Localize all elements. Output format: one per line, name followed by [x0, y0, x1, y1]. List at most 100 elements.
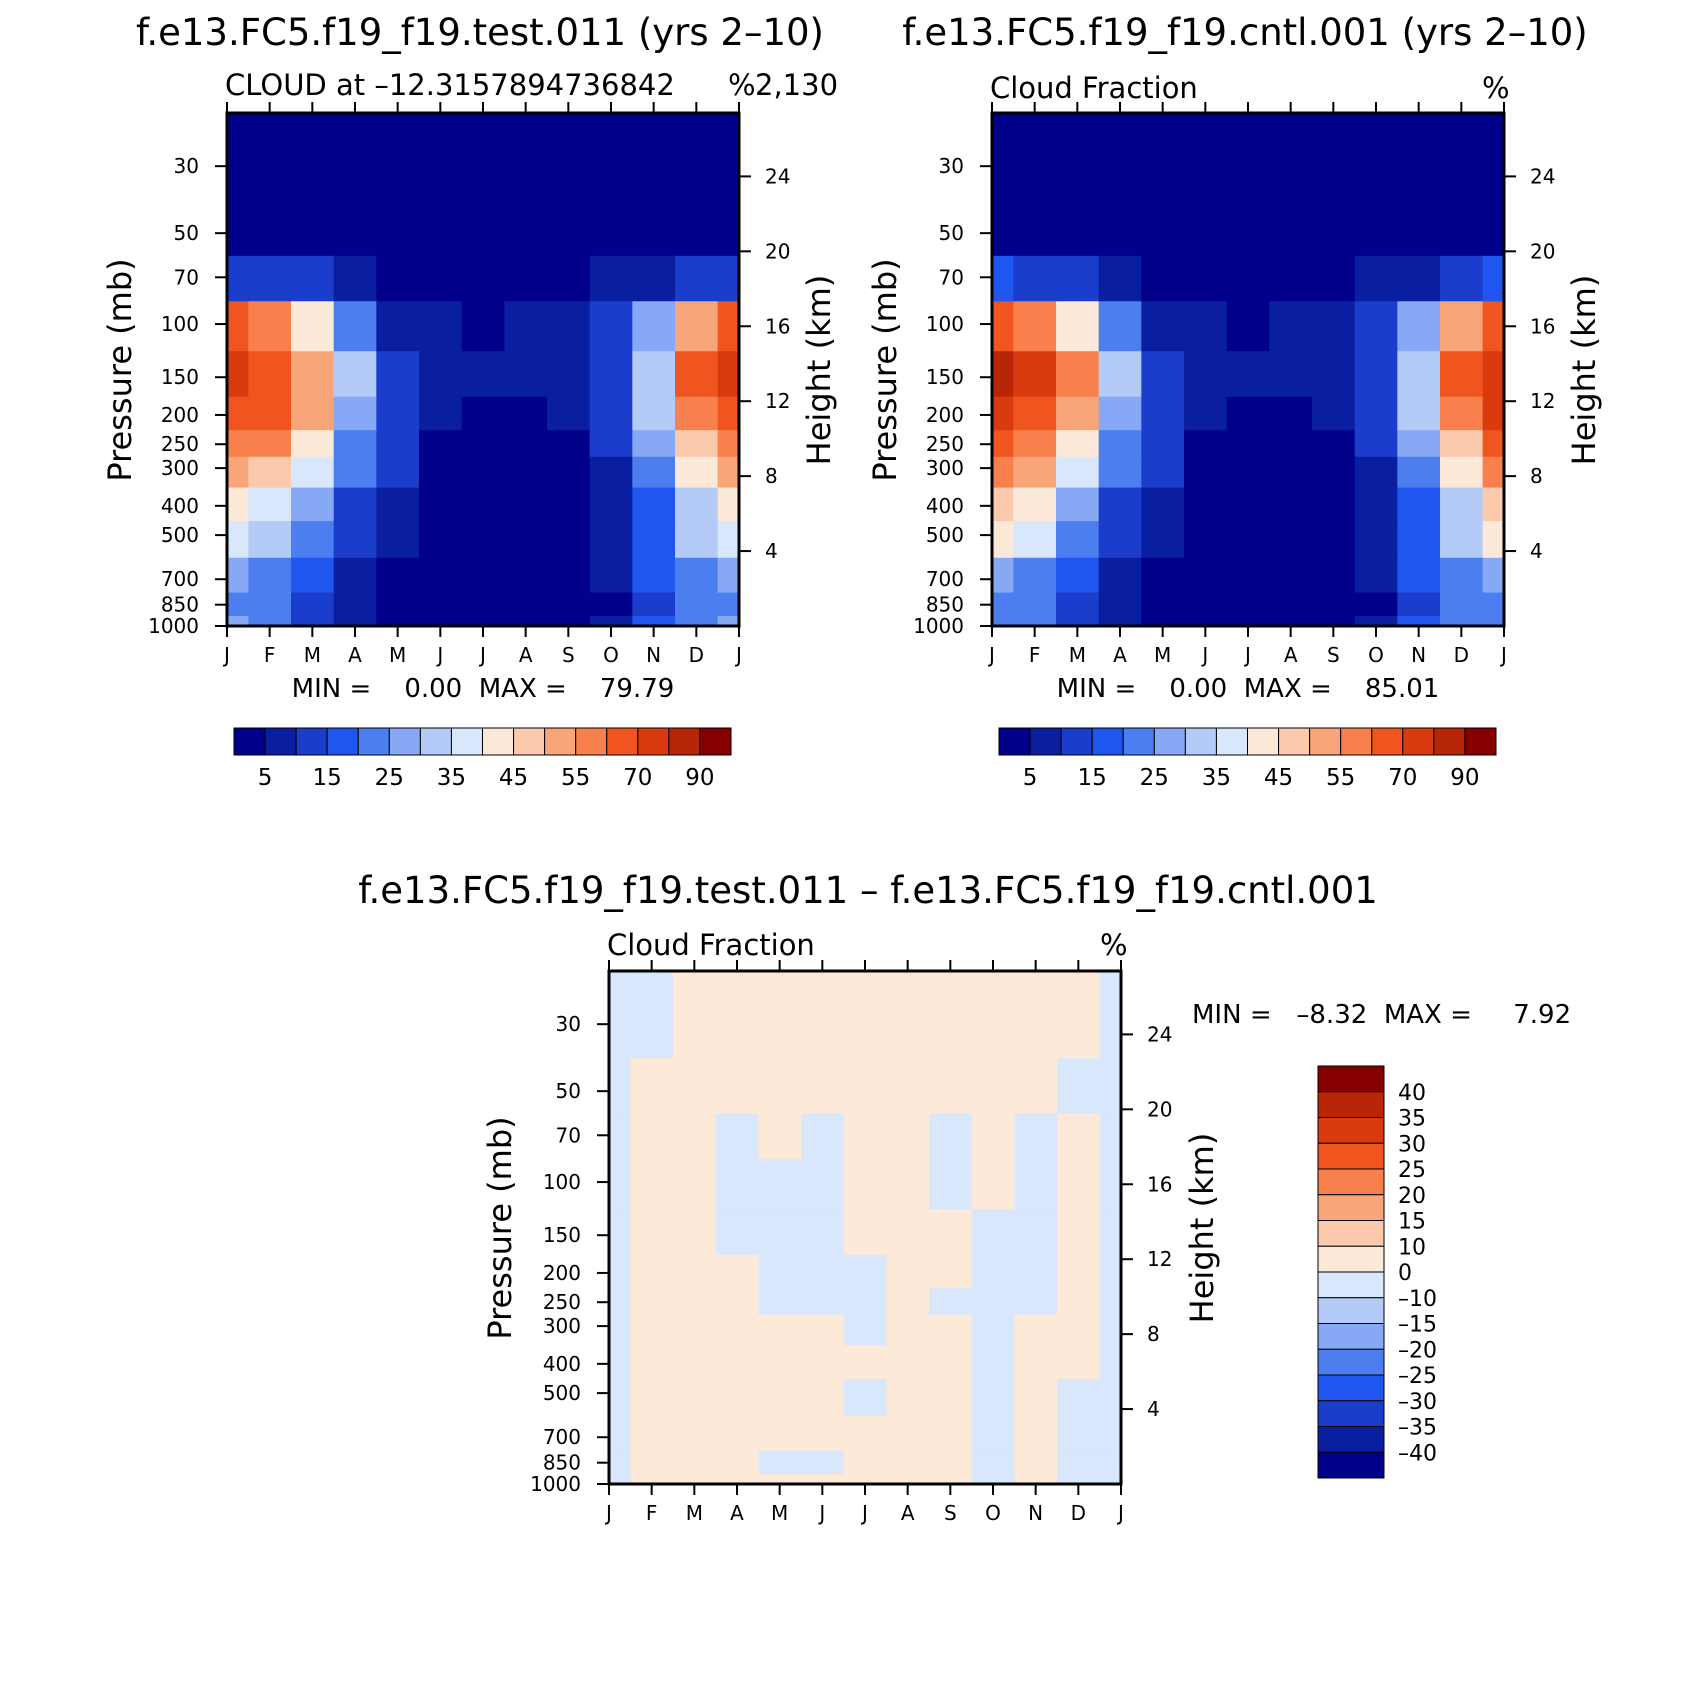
y-tick-label-right: 12 [1530, 389, 1555, 413]
heatmap-cell [675, 139, 719, 201]
heatmap-cell [504, 615, 548, 627]
heatmap-cell [227, 113, 249, 141]
heatmap-cell [717, 139, 740, 201]
heatmap-cell [1141, 456, 1185, 488]
heatmap-cell [609, 1113, 631, 1160]
y-tick-label: 200 [161, 403, 199, 427]
heatmap-cell [675, 113, 719, 141]
heatmap-cell [1226, 255, 1270, 302]
heatmap-cell [1056, 456, 1100, 488]
heatmap-cell [632, 350, 676, 397]
heatmap-cell [461, 255, 505, 302]
heatmap-cell [1269, 199, 1313, 256]
heatmap-cell [1014, 1254, 1058, 1289]
heatmap-cell [1057, 971, 1101, 999]
heatmap-cell [376, 350, 420, 397]
colorbar-box [1433, 727, 1466, 756]
colorbar-label: –30 [1398, 1390, 1437, 1415]
heatmap-cell [419, 557, 463, 593]
colorbar-box [606, 727, 639, 756]
heatmap-cell [227, 300, 249, 352]
x-tick-label: F [264, 643, 276, 667]
heatmap-cell [1099, 1113, 1122, 1160]
colorbar-label: 35 [1398, 1107, 1426, 1132]
colorbar-box [419, 727, 452, 756]
heatmap-cell [504, 591, 548, 616]
heatmap-cell [1141, 255, 1185, 302]
heatmap-cell [333, 591, 377, 616]
y-tick-label-right: 16 [1530, 314, 1555, 338]
heatmap-cell [547, 615, 591, 627]
heatmap-cell [1057, 1415, 1101, 1451]
colorbar-label: 15 [313, 765, 342, 791]
heatmap-cell [1057, 1057, 1101, 1114]
heatmap-cell [547, 255, 591, 302]
heatmap-cell [1098, 486, 1142, 522]
y-tick-label-right: 12 [765, 389, 790, 413]
colorbar-box [1317, 1117, 1385, 1144]
y-tick-label: 500 [161, 523, 199, 547]
heatmap-cell [227, 486, 249, 522]
heatmap-cell [675, 300, 719, 352]
heatmap-cell [1184, 591, 1228, 616]
heatmap-cell [589, 300, 633, 352]
colorbar-box [1091, 727, 1124, 756]
colorbar-label: 5 [1023, 765, 1038, 791]
heatmap-cell [248, 350, 292, 397]
heatmap-cell [227, 255, 249, 302]
colorbar-label: 45 [1264, 765, 1293, 791]
heatmap-cell [673, 1344, 717, 1380]
x-tick-label: N [1411, 643, 1426, 667]
heatmap-cell [376, 557, 420, 593]
heatmap-cell [801, 1287, 845, 1315]
heatmap-cell [1098, 557, 1142, 593]
heatmap-cell [1057, 1378, 1101, 1416]
heatmap-cell [609, 1314, 631, 1346]
heatmap-cell [801, 1254, 845, 1289]
heatmap-cell [333, 557, 377, 593]
heatmap-cell [632, 520, 676, 558]
x-tick-label: J [1243, 643, 1251, 667]
heatmap-cell [1312, 139, 1356, 201]
heatmap-cell [547, 300, 591, 352]
heatmap-cell [758, 1287, 802, 1315]
min-max-label: MIN = –8.32 MAX = 7.92 [1192, 1000, 1571, 1030]
heatmap-cell [1482, 429, 1505, 457]
x-tick-label: J [817, 1501, 825, 1525]
colorbar-box [1464, 727, 1497, 756]
heatmap-cell [1226, 486, 1270, 522]
heatmap-cell [1354, 557, 1398, 593]
heatmap-cell [675, 429, 719, 457]
heatmap-cell [1354, 396, 1398, 431]
heatmap-cell [609, 997, 631, 1059]
heatmap-cell [1056, 300, 1100, 352]
x-tick-label: M [1154, 643, 1171, 667]
colorbar-label: 35 [1202, 765, 1231, 791]
y-tick-label-right: 16 [1147, 1172, 1172, 1196]
colorbar-label: 55 [561, 765, 590, 791]
heatmap-cell [673, 1057, 717, 1114]
colorbar-label: 25 [1398, 1158, 1426, 1183]
panel-control: f.e13.FC5.f19_f19.cntl.001 (yrs 2–10) Cl… [866, 11, 1603, 791]
heatmap-cell [1057, 1344, 1101, 1380]
heatmap-cell [1057, 1254, 1101, 1289]
heatmap-cell [715, 1344, 759, 1380]
panel-test: f.e13.FC5.f19_f19.test.011 (yrs 2–10) CL… [101, 11, 838, 791]
heatmap-cell [248, 139, 292, 201]
heatmap-cell [886, 1057, 930, 1114]
heatmap-cell [1014, 1314, 1058, 1346]
heatmap-cell [632, 139, 676, 201]
heatmap-cell [992, 429, 1014, 457]
heatmap-cell [1141, 396, 1185, 431]
heatmap-cell [1056, 255, 1100, 302]
colorbar-label: 5 [258, 765, 273, 791]
heatmap-cell [227, 396, 249, 431]
heatmap-cell [1184, 615, 1228, 627]
colorbar-box [544, 727, 577, 756]
heatmap-cell [1312, 113, 1356, 141]
heatmap-cell [992, 486, 1014, 522]
heatmap-cell [1440, 113, 1484, 141]
heatmap-cell [609, 971, 631, 999]
min-max-label: MIN = 0.00 MAX = 79.79 [292, 674, 675, 704]
heatmap-cell [971, 997, 1015, 1059]
